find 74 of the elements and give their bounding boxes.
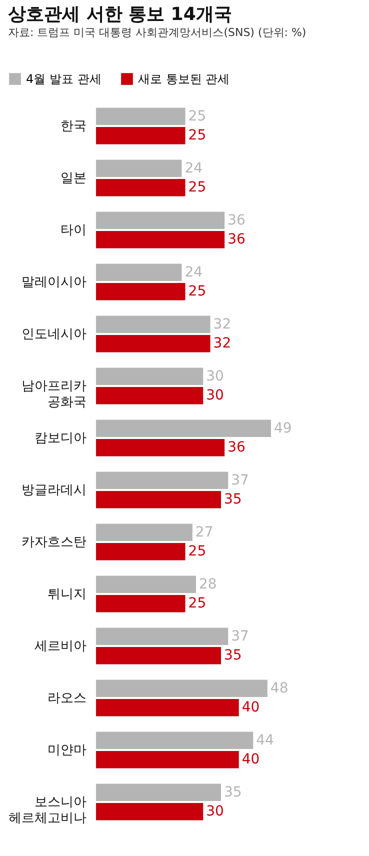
text: 자료: 트럼프 미국 대통령 사회관계망서비스(SNS) (단위: %) — [8, 26, 306, 39]
data-label: 49 — [274, 420, 292, 436]
data-label: 27 — [195, 524, 214, 540]
data-label: 36 — [228, 232, 246, 248]
bar — [96, 784, 221, 802]
data-label: 25 — [188, 180, 206, 196]
data-label: 35 — [224, 784, 242, 800]
bar — [96, 230, 225, 248]
bar — [96, 126, 186, 144]
y-tick-label: 세르비아 — [34, 639, 86, 654]
data-label: 25 — [188, 544, 206, 560]
bar — [96, 420, 271, 438]
bar — [96, 160, 182, 178]
data-label: 35 — [224, 492, 242, 508]
legend-label: 4월 발표 관세 — [26, 72, 102, 86]
data-label: 25 — [188, 596, 206, 612]
bar — [96, 368, 204, 386]
y-tick-label: 보스니아 헤르체고비나 — [8, 795, 86, 826]
data-label: 36 — [228, 440, 246, 456]
bar — [96, 178, 186, 196]
y-tick-label: 라오스 — [48, 691, 86, 706]
data-label: 25 — [188, 108, 206, 124]
y-tick-label: 튀니지 — [48, 587, 86, 602]
y-tick-label: 남아프리카 공화국 — [22, 379, 86, 410]
bar — [96, 264, 182, 282]
data-label: 24 — [184, 160, 203, 176]
y-tick-label: 방글라데시 — [22, 483, 86, 498]
y-tick-label: 한국 — [60, 119, 86, 134]
chart-title: 상호관세 서한 통보 14개국 — [8, 4, 232, 25]
data-label: 30 — [206, 368, 224, 384]
data-label: 37 — [231, 628, 249, 644]
data-label: 30 — [206, 388, 224, 404]
bar — [96, 732, 254, 750]
y-tick-label: 말레이시아 — [22, 275, 86, 290]
data-label: 32 — [213, 336, 232, 352]
data-label: 44 — [256, 732, 274, 748]
bar — [96, 490, 221, 508]
bar — [96, 524, 192, 542]
data-label: 35 — [224, 648, 242, 664]
bar — [96, 438, 225, 456]
data-label: 25 — [188, 284, 206, 300]
data-label: 30 — [206, 804, 224, 820]
data-label: 40 — [242, 752, 260, 768]
data-label: 24 — [184, 264, 203, 280]
bar — [96, 282, 186, 300]
data-label: 36 — [228, 212, 246, 228]
legend-label: 새로 통보된 관세 — [138, 72, 230, 86]
bar — [96, 386, 204, 404]
y-tick-label: 미얀마 — [48, 743, 86, 758]
bar — [96, 316, 210, 334]
bar — [96, 594, 186, 612]
y-tick-label: 카자흐스탄 — [22, 535, 86, 550]
data-label: 28 — [199, 576, 217, 592]
bar — [96, 576, 196, 594]
y-tick-label: 일본 — [60, 171, 86, 186]
y-tick-label: 타이 — [60, 223, 86, 238]
bar — [96, 802, 204, 820]
bar — [96, 212, 225, 230]
bar — [96, 646, 221, 664]
bar — [96, 750, 239, 768]
bar — [96, 472, 228, 490]
bar — [96, 680, 268, 698]
data-label: 40 — [242, 700, 260, 716]
bar — [96, 628, 228, 646]
y-tick-label: 인도네시아 — [22, 327, 86, 342]
data-label: 48 — [270, 680, 288, 696]
bar — [96, 698, 239, 716]
y-tick-label: 캄보디아 — [34, 431, 86, 446]
bar — [96, 334, 210, 352]
data-label: 25 — [188, 128, 206, 144]
bar — [96, 542, 186, 560]
bar — [96, 108, 186, 126]
data-label: 32 — [213, 316, 232, 332]
data-label: 37 — [231, 472, 249, 488]
